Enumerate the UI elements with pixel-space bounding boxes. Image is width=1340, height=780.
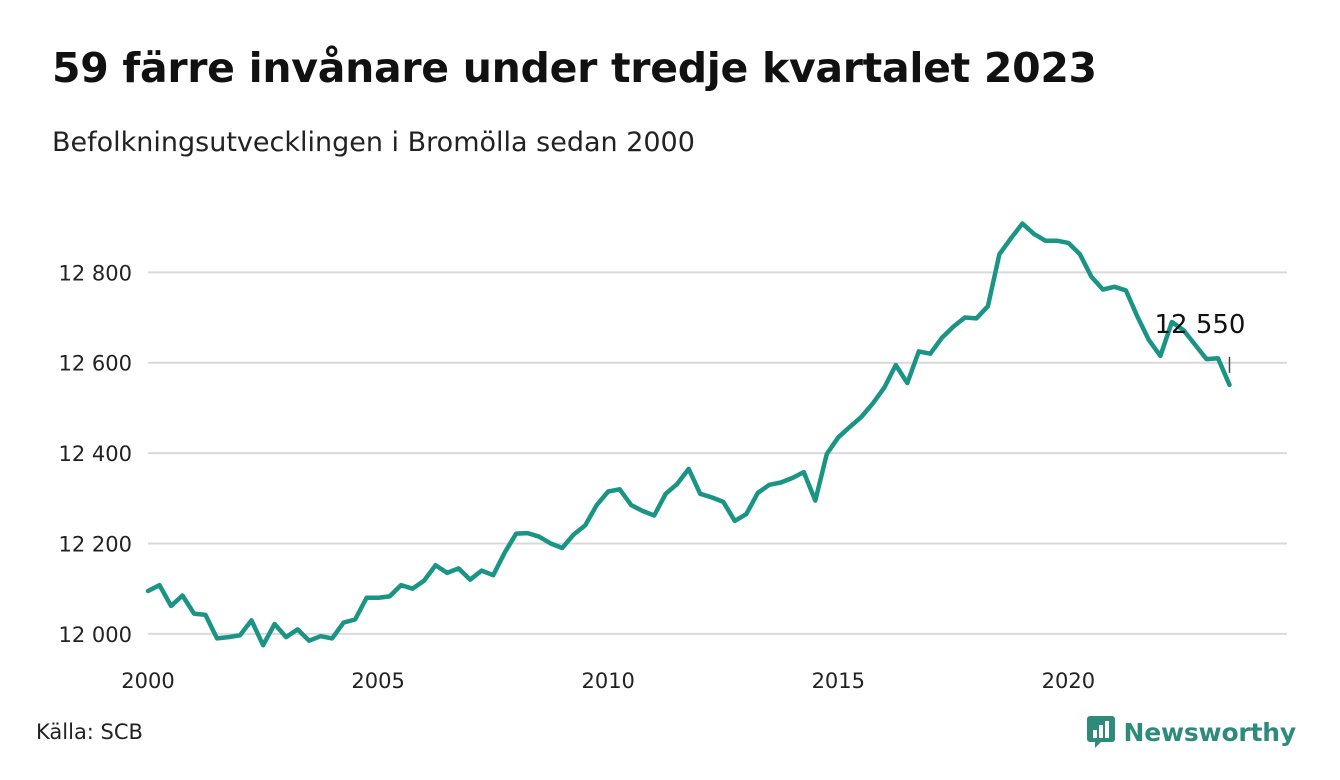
y-tick-label: 12 400 <box>59 442 132 466</box>
y-tick-label: 12 600 <box>59 352 132 376</box>
chart-title: 59 färre invånare under tredje kvartalet… <box>52 44 1097 92</box>
chart-subtitle: Befolkningsutvecklingen i Bromölla sedan… <box>52 127 695 158</box>
gridlines <box>148 271 1287 635</box>
y-axis-ticks: 12 000 12 200 12 400 12 600 12 800 <box>59 261 132 647</box>
brand-name: Newsworthy <box>1123 717 1297 747</box>
end-value-label: 12 550 <box>1154 310 1245 340</box>
series-line-0 <box>145 221 1232 648</box>
y-tick-label: 12 200 <box>59 533 132 557</box>
x-tick-label: 2005 <box>351 669 404 693</box>
x-axis-ticks: 2000 2005 2010 2015 2020 <box>121 669 1095 693</box>
y-tick-label: 12 000 <box>59 623 132 647</box>
annotation-layer: 12 550 <box>1154 310 1245 373</box>
series-layer <box>145 221 1232 648</box>
x-tick-label: 2010 <box>581 669 634 693</box>
y-tick-label: 12 800 <box>59 261 132 285</box>
newsworthy-logo-icon <box>1086 716 1115 748</box>
source-note: Källa: SCB <box>36 720 143 744</box>
x-tick-label: 2020 <box>1042 669 1095 693</box>
x-tick-label: 2015 <box>812 669 865 693</box>
brand-logo: Newsworthy <box>1086 712 1297 752</box>
x-tick-label: 2000 <box>121 669 174 693</box>
